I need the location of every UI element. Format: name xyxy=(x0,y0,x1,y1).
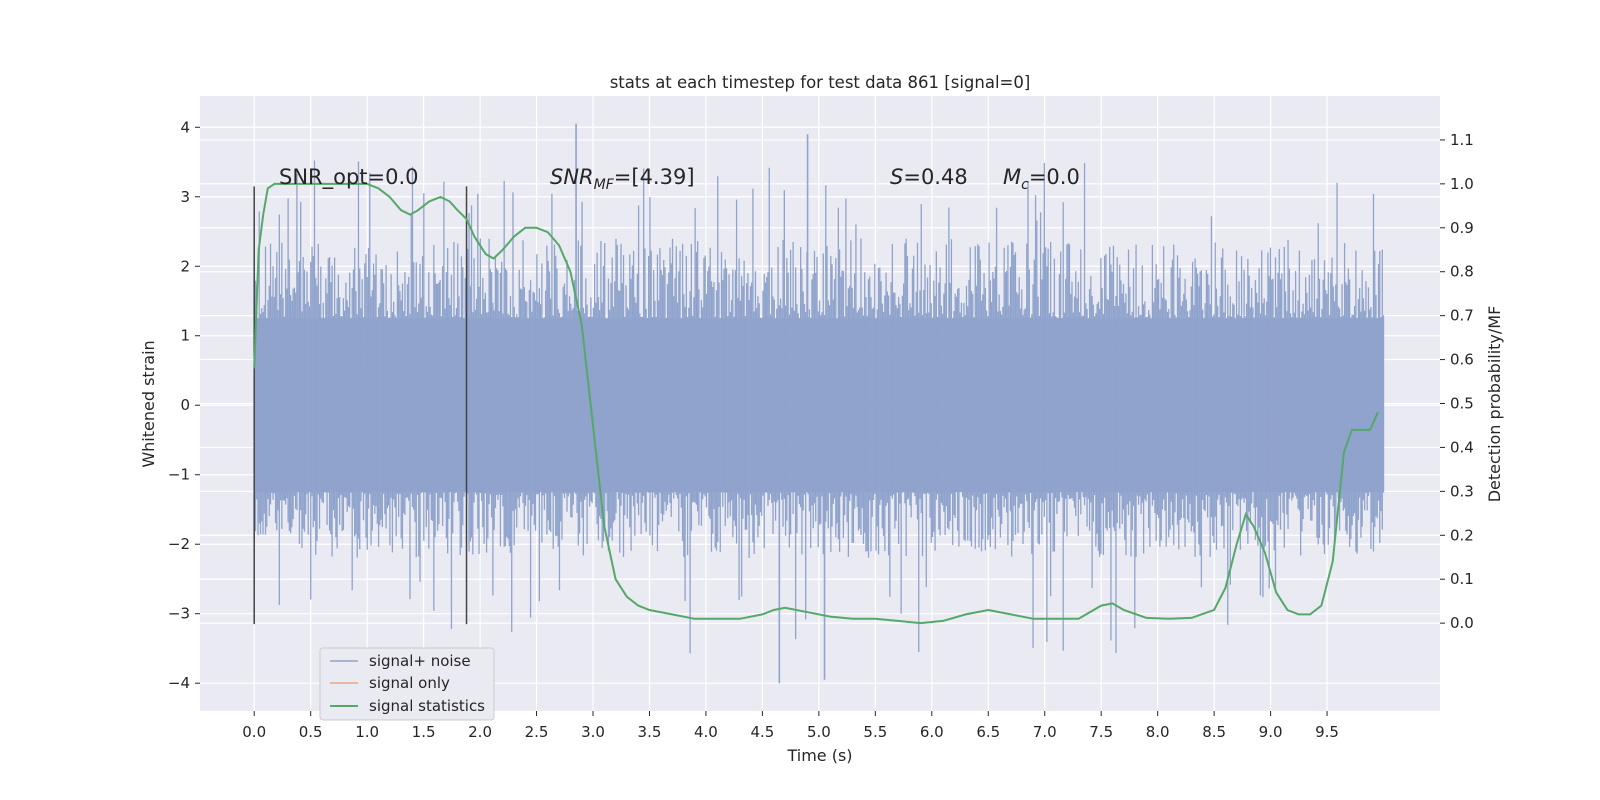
x-tick-label: 8.5 xyxy=(1202,723,1226,741)
y-axis-right-ticks: 1.1 1.0 0.9 0.8 0.7 0.6 0.5 0.4 0.3 0.2 0.1 0.0 xyxy=(1440,131,1474,632)
y-right-tick-label: 0.0 xyxy=(1450,614,1474,632)
x-tick-label: 9.0 xyxy=(1259,723,1283,741)
x-tick-label: 9.5 xyxy=(1315,723,1339,741)
legend-label-signal-statistics: signal statistics xyxy=(369,697,485,715)
x-tick-label: 0.0 xyxy=(242,723,266,741)
annotation-snr-mf: SNRMF=[4.39] xyxy=(550,165,695,193)
y-left-tick-label: 3 xyxy=(180,188,190,206)
y-right-tick-label: 0.5 xyxy=(1450,395,1474,413)
x-tick-label: 5.0 xyxy=(807,723,831,741)
y-left-tick-label: −4 xyxy=(168,674,190,692)
x-tick-label: 3.5 xyxy=(638,723,662,741)
y-axis-right-label: Detection probability/MF xyxy=(1485,306,1504,503)
x-tick-label: 1.5 xyxy=(412,723,436,741)
y-left-tick-label: −1 xyxy=(168,466,190,484)
x-tick-label: 1.0 xyxy=(355,723,379,741)
annotation-mc-subscript: c xyxy=(1021,177,1029,193)
x-tick-label: 0.5 xyxy=(299,723,323,741)
x-tick-label: 6.5 xyxy=(976,723,1000,741)
annotation-s: S=0.48 xyxy=(890,165,968,189)
legend-label-signal-only: signal only xyxy=(369,674,450,692)
annotation-mc-symbol: M xyxy=(1003,165,1021,189)
y-left-tick-label: 2 xyxy=(180,257,190,275)
x-tick-label: 4.0 xyxy=(694,723,718,741)
series-signal-noise xyxy=(253,123,1385,684)
x-tick-label: 5.5 xyxy=(863,723,887,741)
x-tick-label: 4.5 xyxy=(750,723,774,741)
x-tick-label: 8.0 xyxy=(1146,723,1170,741)
y-right-tick-label: 1.0 xyxy=(1450,175,1474,193)
y-axis-left-label: Whitened strain xyxy=(139,340,158,467)
y-left-tick-label: −3 xyxy=(168,605,190,623)
vertical-markers xyxy=(253,186,468,625)
annotation-mc-value: =0.0 xyxy=(1029,165,1080,189)
x-axis-label: Time (s) xyxy=(786,746,852,765)
annotation-snr-mf-symbol: SNR xyxy=(550,165,594,189)
y-right-tick-label: 0.1 xyxy=(1450,570,1474,588)
x-tick-label: 2.0 xyxy=(468,723,492,741)
y-right-tick-label: 0.6 xyxy=(1450,351,1474,369)
y-right-tick-label: 0.2 xyxy=(1450,526,1474,544)
annotation-s-symbol: S xyxy=(890,165,903,189)
legend-label-signal-noise: signal+ noise xyxy=(369,652,471,670)
annotation-snr-mf-value: =[4.39] xyxy=(614,165,695,189)
annotation-s-value: =0.48 xyxy=(903,165,967,189)
x-tick-label: 2.5 xyxy=(525,723,549,741)
x-tick-label: 7.5 xyxy=(1089,723,1113,741)
y-right-tick-label: 1.1 xyxy=(1450,131,1474,149)
chart-title: stats at each timestep for test data 861… xyxy=(610,73,1031,92)
y-axis-left-ticks: 4 3 2 1 0 −1 −2 −3 −4 xyxy=(168,118,200,692)
x-axis-ticks: 0.0 0.5 1.0 1.5 2.0 2.5 3.0 3.5 4.0 4.5 5.0 5.5 6.0 6… xyxy=(242,711,1339,741)
y-left-tick-label: 1 xyxy=(180,327,190,345)
legend: signal+ noise signal only signal statist… xyxy=(319,647,495,721)
x-tick-label: 3.0 xyxy=(581,723,605,741)
y-right-tick-label: 0.3 xyxy=(1450,482,1474,500)
x-tick-label: 6.0 xyxy=(920,723,944,741)
y-left-tick-label: −2 xyxy=(168,535,190,553)
legend-box xyxy=(319,647,495,721)
annotation-mc: Mc=0.0 xyxy=(1003,165,1080,193)
annotation-snr-mf-subscript: MF xyxy=(594,177,615,193)
series-signal-statistics xyxy=(253,182,1379,625)
y-left-tick-label: 4 xyxy=(180,118,190,136)
annotation-snr-opt: SNR_opt=0.0 xyxy=(279,165,419,190)
y-left-tick-label: 0 xyxy=(180,396,190,414)
y-right-tick-label: 0.4 xyxy=(1450,438,1474,456)
y-right-tick-label: 0.9 xyxy=(1450,219,1474,237)
y-right-tick-label: 0.8 xyxy=(1450,263,1474,281)
x-tick-label: 7.0 xyxy=(1033,723,1057,741)
y-right-tick-label: 0.7 xyxy=(1450,307,1474,325)
